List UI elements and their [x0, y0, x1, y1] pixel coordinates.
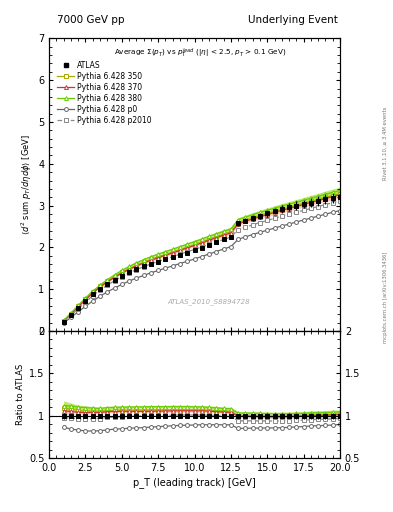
Y-axis label: Ratio to ATLAS: Ratio to ATLAS [16, 364, 25, 425]
Legend: ATLAS, Pythia 6.428 350, Pythia 6.428 370, Pythia 6.428 380, Pythia 6.428 p0, Py: ATLAS, Pythia 6.428 350, Pythia 6.428 37… [56, 60, 153, 126]
Y-axis label: $\langle d^2\ \mathrm{sum}\ p_T/d\eta d\phi\rangle\ \mathrm{[GeV]}$: $\langle d^2\ \mathrm{sum}\ p_T/d\eta d\… [19, 134, 34, 236]
Text: Rivet 3.1.10, ≥ 3.4M events: Rivet 3.1.10, ≥ 3.4M events [383, 106, 387, 180]
X-axis label: p_T (leading track) [GeV]: p_T (leading track) [GeV] [133, 477, 256, 488]
Text: mcplots.cern.ch [arXiv:1306.3436]: mcplots.cern.ch [arXiv:1306.3436] [383, 251, 387, 343]
Text: 7000 GeV pp: 7000 GeV pp [57, 14, 125, 25]
Text: Underlying Event: Underlying Event [248, 14, 338, 25]
Text: ATLAS_2010_S8894728: ATLAS_2010_S8894728 [168, 298, 250, 305]
Text: Average $\Sigma(p_T)$ vs $p_T^{lead}$ ($|\eta|$ < 2.5, $p_T$ > 0.1 GeV): Average $\Sigma(p_T)$ vs $p_T^{lead}$ ($… [114, 47, 286, 60]
